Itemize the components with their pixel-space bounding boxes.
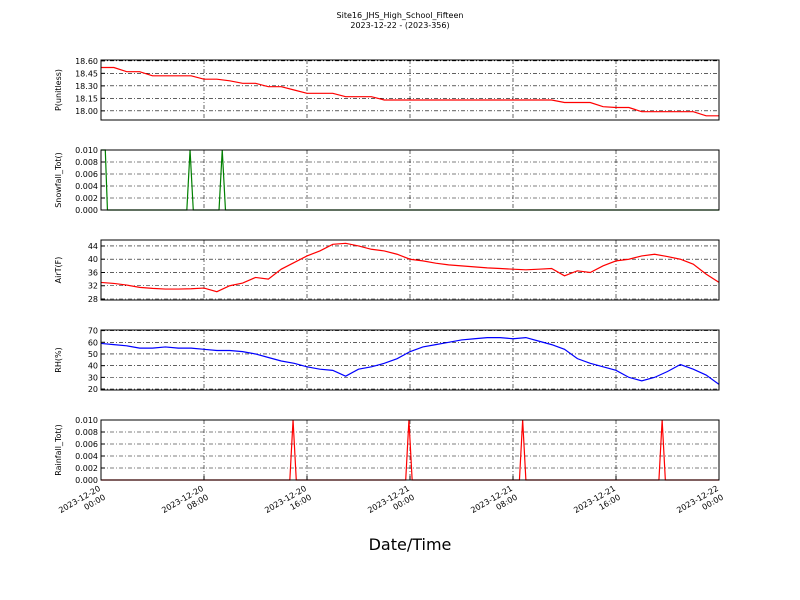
y-tick-label: 0.000 — [75, 206, 98, 215]
x-axis-label: Date/Time — [369, 535, 452, 554]
y-tick-label: 60 — [88, 338, 98, 347]
x-tick-label: 2023-12-20 08:00 — [160, 484, 210, 524]
y-tick-label: 0.004 — [75, 452, 98, 461]
x-tick-label: 2023-12-21 16:00 — [572, 484, 622, 524]
data-line — [100, 242, 720, 293]
y-tick-label: 32 — [88, 282, 98, 291]
y-axis-label: AirT(F) — [54, 257, 63, 284]
x-tick-label: 2023-12-21 08:00 — [469, 484, 519, 524]
plot-frame — [100, 59, 720, 121]
y-tick-label: 70 — [88, 327, 98, 336]
y-tick-label: 18.30 — [75, 82, 98, 91]
data-line — [101, 66, 719, 117]
y-tick-label: 44 — [88, 242, 98, 251]
y-tick-label: 0.002 — [75, 194, 98, 203]
y-tick-label: 0.006 — [75, 440, 98, 449]
y-axis-label: Snowfall_Tot() — [54, 152, 63, 208]
y-tick-label: 18.00 — [75, 107, 98, 116]
y-tick-label: 0.008 — [75, 428, 98, 437]
y-tick-label: 36 — [88, 268, 98, 277]
y-tick-label: 0.002 — [75, 464, 98, 473]
x-tick-label: 2023-12-20 16:00 — [263, 484, 313, 524]
y-tick-label: 0.010 — [75, 416, 98, 425]
x-tick-label: 2023-12-20 00:00 — [57, 484, 107, 524]
y-axis-label: RH(%) — [54, 347, 63, 372]
y-tick-label: 40 — [88, 255, 98, 264]
y-tick-label: 0.004 — [75, 182, 98, 191]
y-axis-label: P(unitless) — [54, 69, 63, 111]
x-tick-label: 2023-12-22 00:00 — [675, 484, 725, 524]
y-tick-label: 0.008 — [75, 158, 98, 167]
y-tick-label: 18.45 — [75, 69, 98, 78]
figure-subtitle: 2023-12-22 - (2023-356) — [350, 21, 449, 30]
y-tick-label: 0.010 — [75, 146, 98, 155]
y-tick-label: 30 — [88, 373, 98, 382]
y-tick-label: 28 — [88, 295, 98, 304]
y-tick-label: 18.60 — [75, 57, 98, 66]
y-tick-label: 0.006 — [75, 170, 98, 179]
y-tick-label: 50 — [88, 350, 98, 359]
y-tick-label: 18.15 — [75, 94, 98, 103]
y-axis-label: Rainfall_Tot() — [54, 424, 63, 476]
figure-title: Site16_JHS_High_School_Fifteen — [337, 11, 464, 20]
y-tick-label: 0.000 — [75, 476, 98, 485]
y-tick-label: 40 — [88, 362, 98, 371]
data-line — [100, 336, 720, 385]
y-tick-label: 20 — [88, 385, 98, 394]
plot-frame — [100, 329, 720, 391]
x-tick-label: 2023-12-21 00:00 — [366, 484, 416, 524]
plot-frame — [100, 149, 720, 211]
plot-frame — [100, 239, 720, 301]
